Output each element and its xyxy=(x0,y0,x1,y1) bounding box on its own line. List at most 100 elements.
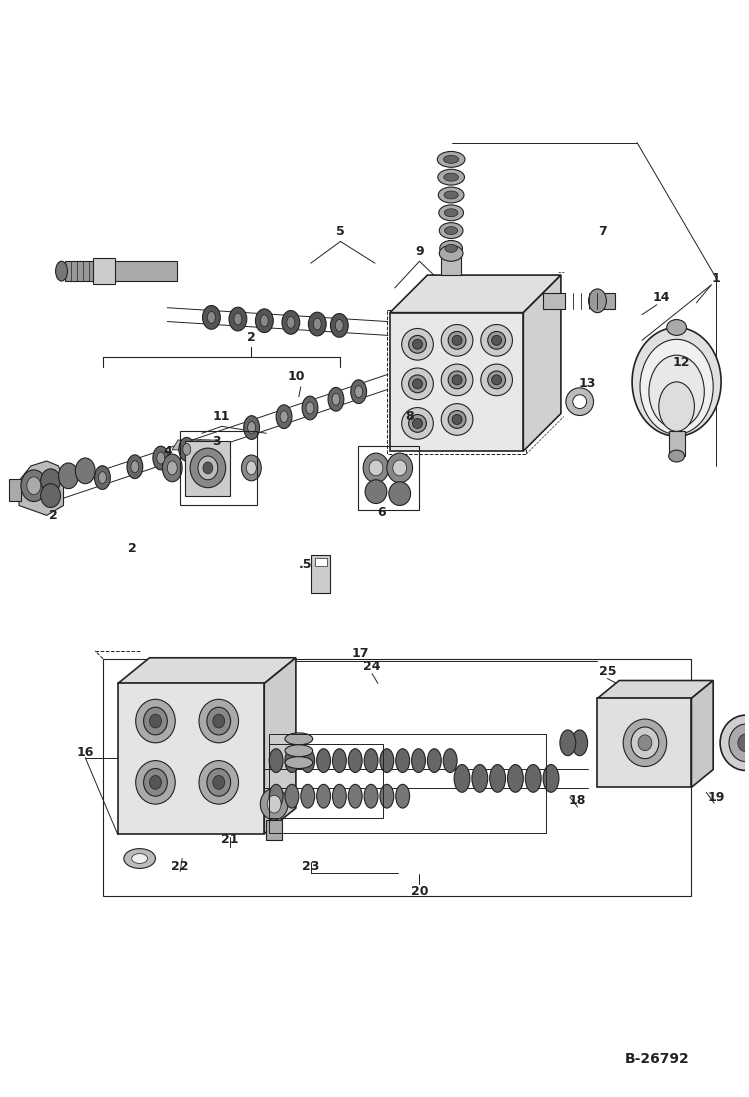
Ellipse shape xyxy=(229,307,247,331)
Bar xyxy=(65,261,95,281)
Ellipse shape xyxy=(445,227,458,235)
Ellipse shape xyxy=(243,416,260,440)
Ellipse shape xyxy=(76,459,95,484)
Ellipse shape xyxy=(401,367,434,399)
Ellipse shape xyxy=(413,378,422,388)
Text: 2: 2 xyxy=(49,509,58,522)
Bar xyxy=(311,555,330,592)
Ellipse shape xyxy=(124,849,156,869)
Ellipse shape xyxy=(448,410,466,428)
Ellipse shape xyxy=(285,745,312,757)
Ellipse shape xyxy=(571,730,588,756)
Ellipse shape xyxy=(285,749,299,772)
Ellipse shape xyxy=(409,336,426,353)
Polygon shape xyxy=(172,440,195,450)
Ellipse shape xyxy=(136,760,175,804)
Ellipse shape xyxy=(364,749,378,772)
Ellipse shape xyxy=(355,386,363,397)
Polygon shape xyxy=(524,275,561,451)
Ellipse shape xyxy=(491,336,502,346)
Text: 1: 1 xyxy=(712,272,721,284)
Ellipse shape xyxy=(285,784,299,808)
Text: 19: 19 xyxy=(708,791,725,804)
Ellipse shape xyxy=(387,453,413,483)
Ellipse shape xyxy=(440,240,463,257)
Ellipse shape xyxy=(441,364,473,396)
Bar xyxy=(103,659,691,896)
Ellipse shape xyxy=(27,477,40,495)
Text: 21: 21 xyxy=(221,834,238,846)
Text: 10: 10 xyxy=(287,371,305,384)
Ellipse shape xyxy=(157,452,165,464)
Ellipse shape xyxy=(401,408,434,439)
Ellipse shape xyxy=(183,443,191,455)
Ellipse shape xyxy=(234,313,242,325)
Ellipse shape xyxy=(150,776,161,789)
Ellipse shape xyxy=(543,765,559,792)
Ellipse shape xyxy=(328,387,344,411)
Bar xyxy=(669,431,685,456)
Ellipse shape xyxy=(313,318,321,330)
Ellipse shape xyxy=(285,757,312,769)
Ellipse shape xyxy=(276,405,292,429)
Ellipse shape xyxy=(380,784,394,808)
Ellipse shape xyxy=(437,151,465,167)
Ellipse shape xyxy=(380,749,394,772)
Ellipse shape xyxy=(198,456,218,479)
Ellipse shape xyxy=(720,715,749,770)
Bar xyxy=(387,309,527,454)
Ellipse shape xyxy=(309,313,326,336)
Polygon shape xyxy=(691,680,713,788)
Text: 5: 5 xyxy=(336,225,345,238)
Ellipse shape xyxy=(261,315,268,327)
Ellipse shape xyxy=(132,853,148,863)
Ellipse shape xyxy=(55,261,67,281)
Ellipse shape xyxy=(267,795,281,813)
Text: 2: 2 xyxy=(247,331,255,343)
Ellipse shape xyxy=(439,246,463,261)
Ellipse shape xyxy=(412,749,425,772)
Ellipse shape xyxy=(213,776,225,789)
Text: 8: 8 xyxy=(405,410,414,423)
Text: 13: 13 xyxy=(579,377,596,391)
Ellipse shape xyxy=(58,463,79,488)
Ellipse shape xyxy=(409,415,426,432)
Ellipse shape xyxy=(301,749,315,772)
Ellipse shape xyxy=(395,749,410,772)
Ellipse shape xyxy=(98,472,106,484)
Ellipse shape xyxy=(409,375,426,393)
Bar xyxy=(389,313,524,451)
Ellipse shape xyxy=(348,784,362,808)
Bar xyxy=(269,744,383,818)
Ellipse shape xyxy=(203,462,213,474)
Ellipse shape xyxy=(127,455,143,478)
Ellipse shape xyxy=(348,749,362,772)
Ellipse shape xyxy=(508,765,524,792)
Ellipse shape xyxy=(589,289,607,313)
Text: .5: .5 xyxy=(299,558,312,572)
Ellipse shape xyxy=(269,784,283,808)
Bar xyxy=(441,253,461,275)
Ellipse shape xyxy=(199,760,238,804)
Ellipse shape xyxy=(413,418,422,428)
Text: 17: 17 xyxy=(351,647,369,660)
Text: 4: 4 xyxy=(163,444,172,457)
Ellipse shape xyxy=(336,319,343,331)
Ellipse shape xyxy=(395,784,410,808)
Ellipse shape xyxy=(452,375,462,385)
Ellipse shape xyxy=(144,708,167,735)
Ellipse shape xyxy=(131,461,139,473)
Ellipse shape xyxy=(333,749,346,772)
Bar xyxy=(269,734,546,833)
Ellipse shape xyxy=(302,396,318,420)
Bar xyxy=(113,261,178,281)
Bar xyxy=(266,819,282,839)
Ellipse shape xyxy=(452,336,462,346)
Ellipse shape xyxy=(287,316,295,328)
Polygon shape xyxy=(389,275,561,313)
Ellipse shape xyxy=(167,461,178,475)
Text: 12: 12 xyxy=(673,355,691,369)
Ellipse shape xyxy=(21,470,46,501)
Ellipse shape xyxy=(481,364,512,396)
Ellipse shape xyxy=(207,312,216,324)
